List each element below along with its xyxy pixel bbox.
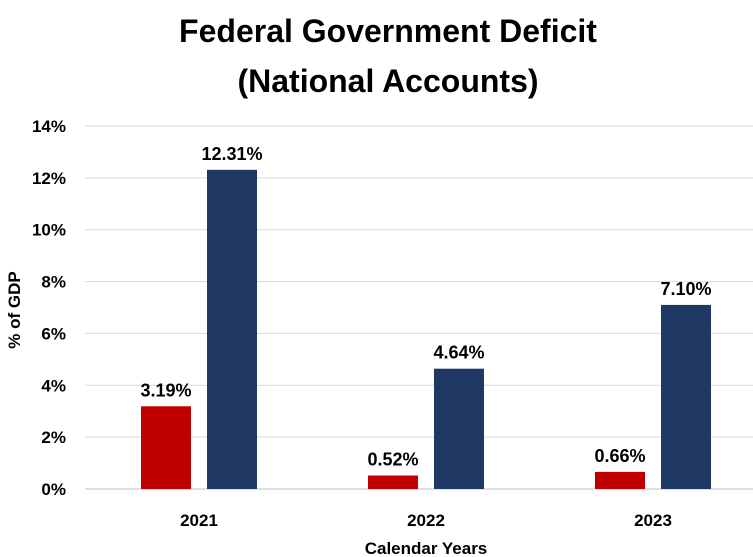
data-label: 12.31% [201,144,262,164]
bar [661,304,711,489]
y-tick-label: 10% [32,221,66,240]
bar [207,169,257,490]
chart-title: Federal Government Deficit [179,13,597,49]
bar [368,475,418,489]
data-label: 0.66% [594,446,645,466]
x-axis-label: Calendar Years [365,539,488,557]
chart-subtitle: (National Accounts) [237,63,538,99]
data-label: 0.52% [367,450,418,470]
bar [595,471,645,489]
data-label: 7.10% [660,279,711,299]
y-tick-label: 6% [41,324,66,343]
y-axis-label: % of GDP [5,271,24,348]
y-tick-label: 4% [41,376,66,395]
x-tick-label: 2021 [180,511,218,530]
x-tick-label: 2023 [634,511,672,530]
bar [141,406,191,489]
y-tick-label: 14% [32,117,66,136]
y-tick-label: 12% [32,169,66,188]
x-tick-label: 2022 [407,511,445,530]
y-tick-label: 2% [41,428,66,447]
y-tick-label: 0% [41,480,66,499]
data-label: 3.19% [140,380,191,400]
data-label: 4.64% [433,343,484,363]
bar [434,368,484,489]
y-tick-label: 8% [41,273,66,292]
